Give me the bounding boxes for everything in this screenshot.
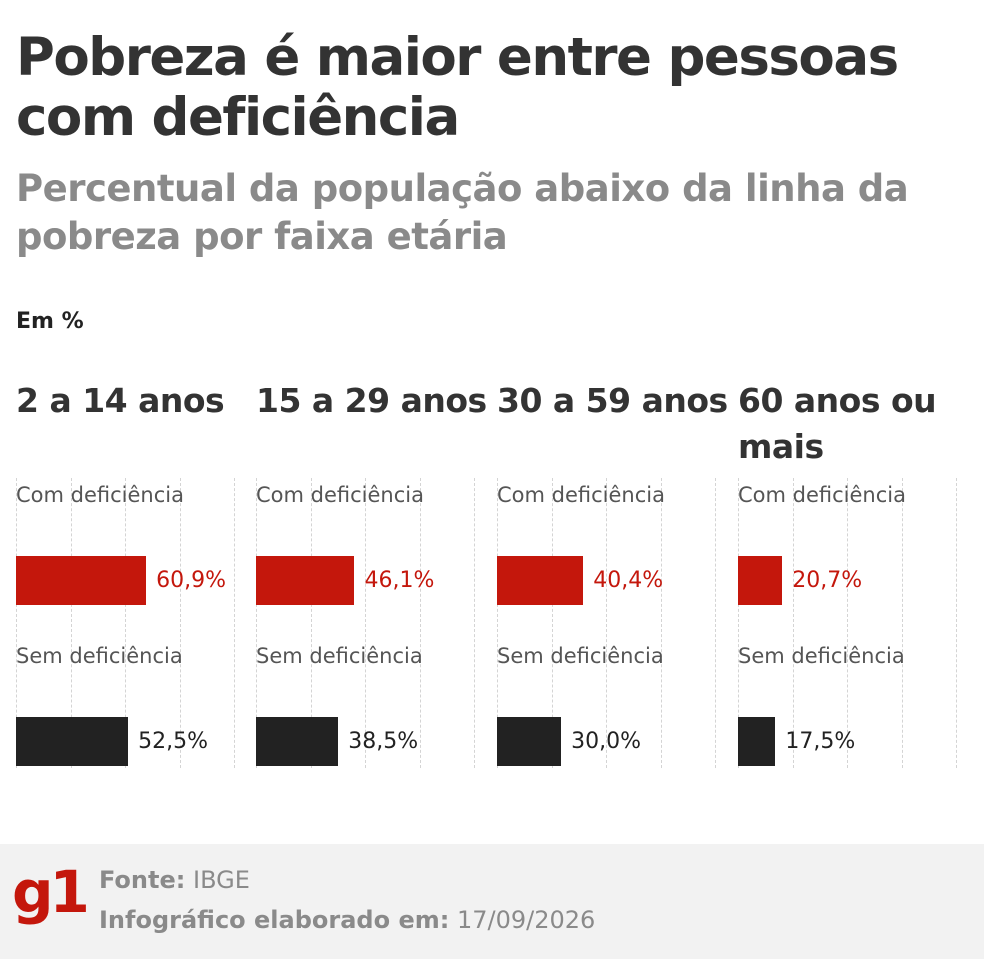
value-label-com: 20,7% (792, 568, 863, 593)
chart-title: Pobreza é maior entre pessoas com defici… (16, 27, 899, 148)
gridline (474, 478, 475, 768)
source-line: Fonte: IBGE (99, 866, 250, 894)
bar-sem (256, 717, 339, 766)
series-label-sem: Sem deficiência (16, 644, 183, 668)
age-group-label: 15 a 29 anos (256, 381, 487, 420)
bar-sem (497, 717, 562, 766)
gridline (365, 478, 366, 768)
source-value: IBGE (192, 866, 250, 894)
value-label-sem: 38,5% (348, 729, 419, 754)
panel-2: 15 a 29 anos Com deficiência Sem deficiênc… (256, 378, 488, 768)
gridline (792, 478, 794, 768)
gridline (234, 478, 235, 768)
value-label-com: 46,1% (364, 568, 435, 593)
source-label: Fonte: (99, 866, 186, 894)
value-label-sem: 17,5% (785, 729, 856, 754)
series-label-sem: Sem deficiência (738, 644, 905, 668)
gridline (497, 478, 498, 768)
gridline (16, 478, 17, 768)
gridline (901, 478, 903, 768)
bar-com (256, 556, 355, 605)
bar-com (497, 556, 584, 605)
date-line: Infográfico elaborado em: 17/09/2026 (99, 906, 595, 934)
gridline (606, 478, 607, 768)
chart-subtitle: Percentual da população abaixo da linha … (16, 167, 909, 258)
date-label: Infográfico elaborado em: (99, 906, 450, 934)
series-label-sem: Sem deficiência (497, 644, 664, 668)
gridline (179, 478, 181, 768)
gridline (660, 478, 662, 768)
gridline (551, 478, 553, 768)
value-label-sem: 30,0% (571, 729, 641, 754)
bar-com (16, 556, 147, 605)
bar-com (738, 556, 783, 605)
panel-4: 60 anos ou mais Com deficiência Sem defici… (738, 378, 970, 768)
gridline (256, 478, 257, 768)
series-label-com: Com deficiência (497, 483, 665, 507)
gridline (847, 478, 848, 768)
panel-3: 30 a 59 anos Com deficiência Sem deficiênc… (497, 378, 729, 768)
gridline (956, 478, 957, 768)
unit-label: Em % (16, 309, 84, 334)
age-group-label: 60 anos ou mais (738, 381, 937, 466)
value-label-com: 40,4% (593, 568, 664, 593)
gridline (738, 478, 739, 768)
gridline (715, 478, 716, 768)
series-label-com: Com deficiência (256, 483, 424, 507)
age-group-label: 30 a 59 anos (497, 381, 728, 420)
gridline (419, 478, 421, 768)
g1-logo: g1 (12, 858, 90, 926)
series-label-com: Com deficiência (738, 483, 906, 507)
series-label-com: Com deficiência (16, 483, 184, 507)
gridline (310, 478, 312, 768)
age-group-label: 2 a 14 anos (16, 381, 225, 420)
footer: g1 Fonte: IBGE Infográfico elaborado em:… (0, 844, 984, 959)
gridline (70, 478, 72, 768)
panel-1: 2 a 14 anos Com deficiência Sem deficiênci… (16, 378, 248, 768)
bar-sem (738, 717, 776, 766)
value-label-sem: 52,5% (138, 729, 209, 754)
value-label-com: 60,9% (156, 568, 226, 593)
bar-sem (16, 717, 129, 766)
date-value: 17/09/2026 (456, 906, 596, 934)
gridline (125, 478, 126, 768)
series-label-sem: Sem deficiência (256, 644, 423, 668)
